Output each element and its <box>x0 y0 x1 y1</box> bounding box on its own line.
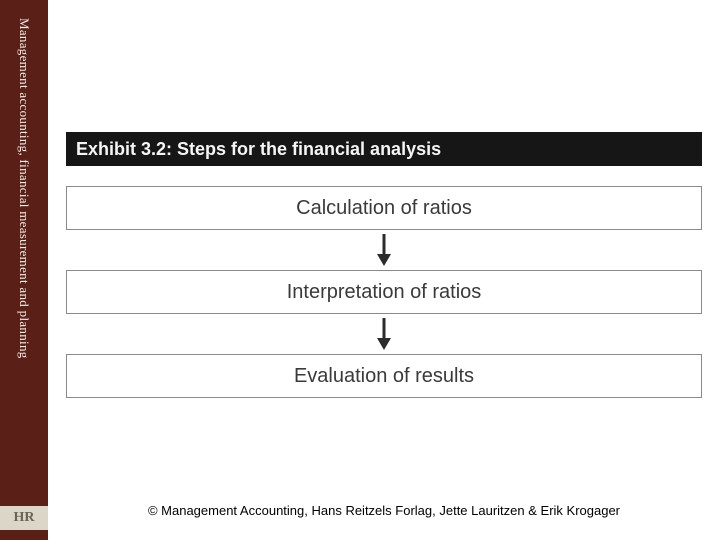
flow-step-2: Interpretation of ratios <box>66 270 702 314</box>
flow-arrow-1 <box>372 230 396 270</box>
exhibit-title-text: Exhibit 3.2: Steps for the financial ana… <box>76 139 441 160</box>
flow-step-3-label: Evaluation of results <box>294 365 474 388</box>
sidebar-title-text: Management accounting, financial measure… <box>16 12 32 359</box>
flowchart: Calculation of ratios Interpretation of … <box>66 186 702 398</box>
copyright-footer: © Management Accounting, Hans Reitzels F… <box>48 503 720 518</box>
flow-step-1-label: Calculation of ratios <box>296 197 472 220</box>
exhibit-title-bar: Exhibit 3.2: Steps for the financial ana… <box>66 132 702 166</box>
flow-step-1: Calculation of ratios <box>66 186 702 230</box>
copyright-text: © Management Accounting, Hans Reitzels F… <box>148 503 620 518</box>
flow-arrow-2 <box>372 314 396 354</box>
arrow-down-icon <box>372 316 396 352</box>
main-content: Exhibit 3.2: Steps for the financial ana… <box>48 0 720 540</box>
arrow-down-icon <box>372 232 396 268</box>
sidebar: Management accounting, financial measure… <box>0 0 48 540</box>
flow-step-2-label: Interpretation of ratios <box>287 281 482 304</box>
publisher-logo: HR <box>0 506 48 530</box>
flow-step-3: Evaluation of results <box>66 354 702 398</box>
